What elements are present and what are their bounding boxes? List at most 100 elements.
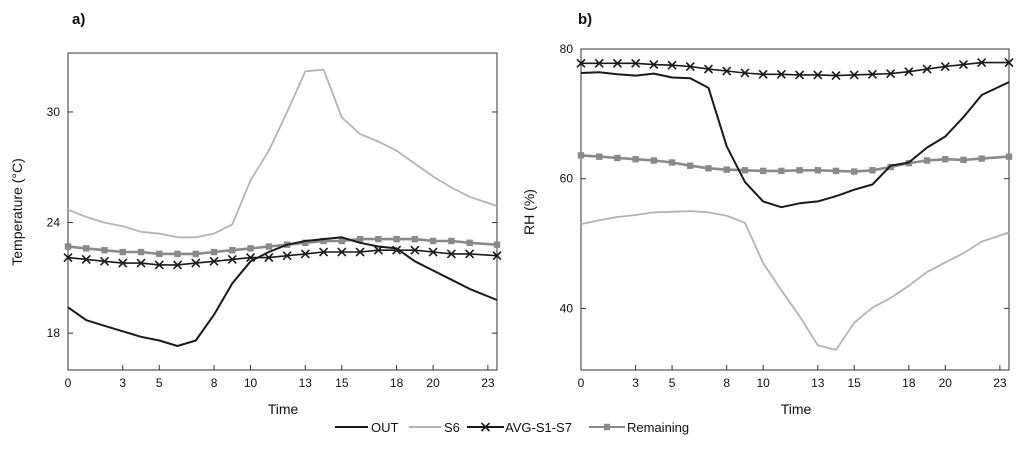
legend-label-s6: S6 — [444, 420, 460, 435]
data-point-a-remaining-6 — [174, 250, 181, 258]
data-point-b-remaining-16 — [869, 167, 876, 174]
legend-marker-remaining-square — [603, 423, 611, 431]
data-point-b-avg-s1-s7-9 — [740, 68, 750, 78]
data-point-b-remaining-6 — [687, 162, 694, 169]
series-line-a-s6 — [67, 68, 498, 239]
panel-label-a: a) — [72, 11, 85, 28]
data-point-a-avg-s1-s7-14 — [319, 247, 329, 257]
data-point-b-remaining-15 — [850, 168, 858, 175]
humidity-panel: b) Time RH (%) 0 3 5 8 10 13 15 18 20 23 40 60 80 — [521, 11, 1014, 417]
data-point-a-remaining-4 — [137, 248, 145, 256]
x-axis-title-a: Time — [268, 401, 299, 417]
series-line-b-s6 — [580, 210, 1010, 351]
legend: OUT S6 AVG-S1-S7 Remaining — [335, 420, 689, 435]
data-point-a-avg-s1-s7-21 — [446, 249, 456, 259]
data-point-b-avg-s1-s7-14 — [831, 71, 841, 81]
x-tick-label-a-9: 23 — [481, 376, 495, 390]
x-tick-label-a-6: 15 — [335, 376, 349, 390]
series-line-b-out — [580, 71, 1010, 209]
x-tick-label-a-0: 0 — [65, 376, 72, 390]
data-point-a-remaining-13 — [302, 239, 309, 247]
x-tick-label-b-5: 13 — [811, 376, 825, 390]
data-point-a-avg-s1-s7-4 — [136, 258, 146, 268]
data-point-a-avg-s1-s7-6 — [172, 260, 183, 270]
data-point-a-avg-s1-s7-23 — [492, 251, 502, 261]
x-tick-label-a-5: 13 — [299, 376, 313, 390]
data-point-b-remaining-4 — [650, 157, 658, 164]
data-point-b-avg-s1-s7-0 — [576, 58, 586, 68]
y-axis-title-b: RH (%) — [521, 189, 537, 235]
panel-label-b: b) — [578, 11, 592, 28]
data-point-a-remaining-18 — [393, 235, 400, 243]
data-point-a-remaining-7 — [192, 250, 199, 258]
legend-marker-remaining — [603, 423, 611, 431]
data-point-a-avg-s1-s7-8 — [209, 256, 219, 266]
data-point-a-remaining-2 — [101, 247, 108, 254]
data-point-b-avg-s1-s7-6 — [685, 61, 695, 72]
y-tick-label-b-0: 40 — [560, 301, 574, 315]
data-point-b-remaining-10 — [759, 167, 767, 175]
data-point-a-remaining-20 — [429, 237, 437, 245]
data-point-b-remaining-13 — [814, 167, 821, 174]
y-tick-label-b-2: 80 — [560, 42, 574, 56]
legend-label-avg: AVG-S1-S7 — [505, 420, 572, 435]
data-point-b-avg-s1-s7-13 — [813, 70, 823, 80]
data-point-a-avg-s1-s7-17 — [373, 245, 383, 255]
legend-item-avg: AVG-S1-S7 — [467, 420, 572, 435]
x-tick-label-b-3: 8 — [723, 376, 730, 390]
data-point-a-avg-s1-s7-13 — [300, 249, 310, 259]
data-point-b-avg-s1-s7-12 — [794, 70, 805, 80]
data-point-a-avg-s1-s7-3 — [118, 258, 128, 268]
data-point-b-remaining-11 — [778, 167, 785, 175]
x-tick-label-a-1: 3 — [119, 376, 126, 390]
data-point-a-avg-s1-s7-22 — [465, 249, 475, 259]
data-point-a-avg-s1-s7-12 — [282, 251, 292, 261]
data-point-b-avg-s1-s7-7 — [703, 64, 714, 74]
data-point-b-remaining-2 — [614, 154, 621, 162]
data-point-b-avg-s1-s7-8 — [722, 66, 732, 76]
plot-frame-a — [67, 52, 498, 371]
data-point-a-remaining-21 — [448, 237, 455, 245]
data-point-b-avg-s1-s7-19 — [922, 64, 932, 74]
data-point-b-remaining-8 — [723, 166, 730, 173]
data-point-b-remaining-12 — [796, 167, 803, 174]
x-tick-label-b-8: 20 — [939, 376, 953, 390]
data-point-b-avg-s1-s7-23 — [1004, 58, 1014, 68]
data-point-a-avg-s1-s7-0 — [63, 253, 73, 263]
data-point-b-avg-s1-s7-11 — [776, 69, 786, 79]
x-tick-label-b-4: 10 — [756, 376, 770, 390]
data-point-b-remaining-7 — [705, 165, 712, 172]
data-point-b-remaining-1 — [596, 153, 603, 160]
data-point-b-avg-s1-s7-17 — [886, 69, 896, 79]
tick-group-b: 0 3 5 8 10 13 15 18 20 23 40 60 80 — [560, 42, 1009, 390]
data-point-a-avg-s1-s7-9 — [227, 254, 237, 264]
data-point-a-avg-s1-s7-7 — [191, 258, 201, 268]
data-point-a-avg-s1-s7-1 — [81, 254, 91, 264]
y-axis-title-a: Temperature (°C) — [9, 158, 25, 266]
temperature-panel: a) Time Temperature (°C) 0 3 5 8 10 13 15 18 20 2… — [9, 11, 502, 417]
data-point-b-remaining-22 — [978, 155, 985, 162]
legend-label-out: OUT — [371, 420, 399, 435]
series-line-b-avg-s1-s7 — [581, 61, 1009, 77]
data-point-b-avg-s1-s7-2 — [612, 58, 622, 68]
series-line-a-out — [67, 236, 498, 347]
x-tick-label-a-4: 10 — [244, 376, 258, 390]
data-point-b-avg-s1-s7-1 — [594, 58, 604, 68]
data-point-b-remaining-20 — [942, 156, 949, 163]
data-point-b-remaining-3 — [632, 156, 639, 163]
x-tick-label-b-0: 0 — [578, 376, 585, 390]
data-point-a-remaining-16 — [356, 235, 364, 243]
plot-frame-b — [580, 48, 1010, 371]
series-line-a-avg-s1-s7 — [67, 249, 498, 266]
data-point-a-remaining-0 — [64, 243, 72, 250]
data-point-b-avg-s1-s7-4 — [649, 59, 659, 70]
legend-item-out: OUT — [335, 420, 399, 435]
data-point-a-remaining-10 — [247, 245, 254, 252]
data-point-b-remaining-19 — [923, 157, 931, 164]
legend-item-remaining: Remaining — [589, 420, 689, 435]
series-group-b — [576, 58, 1014, 351]
data-point-a-avg-s1-s7-11 — [264, 253, 274, 263]
data-point-b-remaining-14 — [832, 167, 840, 175]
data-point-b-avg-s1-s7-16 — [867, 69, 877, 79]
